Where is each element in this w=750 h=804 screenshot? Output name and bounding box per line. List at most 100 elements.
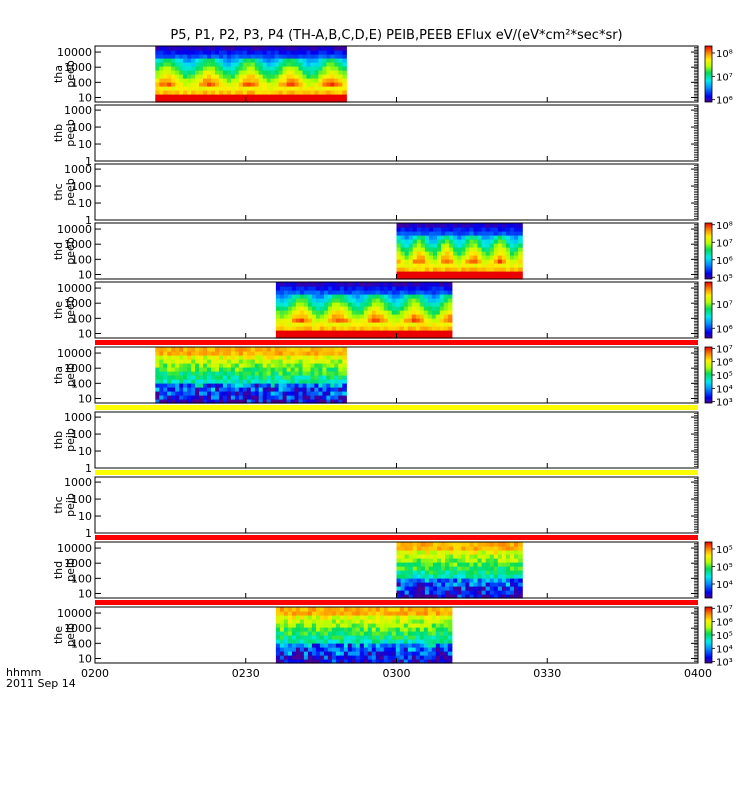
colorbar-the-peib: 10⁷ 10⁶ 10⁵ 10⁴ 10³ [704,604,733,669]
panel-label-product: peeb [64,60,77,88]
y-tick-label: 100 [71,493,92,506]
colorbar-label: 10⁷ [716,344,733,355]
y-tick-label: 1000 [64,104,92,117]
y-tick-label: 100 [71,377,92,390]
y-tick-label: 10000 [57,223,92,236]
colorbar-label: 10⁴ [716,580,733,591]
panel-frame [94,411,699,469]
y-tick-label: 10000 [57,607,92,620]
panel-label-probe: thb [52,124,65,142]
chart-title: P5, P1, P2, P3, P4 (TH-A,B,C,D,E) PEIB,P… [170,28,623,43]
colorbar-label: 10³ [716,398,733,409]
spectrogram-the-peeb [275,282,453,339]
separator-band [95,535,698,540]
y-tick-label: 100 [71,180,92,193]
y-tick-label: 1000 [64,238,92,251]
panel-thb-peib: 1 10 100 1000 thb peib [52,411,699,475]
panel-label-product: peeb [64,178,77,206]
panel-thd-peib: 10 100 1000 10000 thd peib 10⁵ 10⁵ 10⁴ [52,541,733,600]
panel-label-product: peib [64,363,77,387]
y-tick-label: 100 [71,428,92,441]
y-tick-label: 10000 [57,46,92,59]
panel-label-probe: thb [52,431,65,449]
colorbar-label: 10⁶ [716,618,733,629]
panel-label-product: peeb [64,237,77,265]
colorbar-label: 10⁵ [716,563,733,574]
y-tick-label: 1 [85,462,92,475]
y-tick-label: 1000 [64,362,92,375]
y-tick-label: 100 [71,76,92,89]
panel-label-product: peeb [64,119,77,147]
panel-label-probe: the [52,301,65,319]
panel-label-product: peib [64,558,77,582]
y-tick-label: 1000 [64,557,92,570]
x-tick-label: 0400 [684,667,712,680]
colorbar-label: 10⁴ [716,644,733,655]
panel-tha-peeb: 10 100 1000 10000 tha peeb 10⁸ 10⁷ 10⁶ [52,45,733,107]
x-axis-label: hhmm [6,666,41,679]
spectrogram-tha-peeb [155,46,347,103]
panel-label-probe: thc [52,496,65,513]
y-tick-label: 1 [85,214,92,227]
y-tick-label: 10 [78,138,92,151]
y-tick-label: 10000 [57,542,92,555]
spectrogram-the-peib [275,607,453,664]
panel-tha-peib: 10 100 1000 10000 tha peib 10⁷ 10⁶ 10⁵ 10⁴ 10³ [52,344,733,408]
colorbar-thd-peeb: 10⁸ 10⁷ 10⁶ 10⁵ [704,221,733,284]
x-tick-label: 0330 [533,667,561,680]
y-tick-label: 100 [71,637,92,650]
colorbar-label: 10⁵ [716,273,733,284]
colorbar-label: 10⁶ [716,256,733,267]
y-tick-label: 1000 [64,622,92,635]
x-tick-label: 0300 [383,667,411,680]
y-tick-label: 10 [78,392,92,405]
panel-thc-peeb: 1 10 100 1000 thc peeb [52,163,699,227]
y-tick-label: 10 [78,510,92,523]
panel-the-peib: 10 100 1000 10000 the peib 10⁷ 10⁶ 10⁵ 10⁴ 10³ [52,604,733,668]
colorbar-tha-peib: 10⁷ 10⁶ 10⁵ 10⁴ 10³ [704,344,733,409]
panel-label-probe: thd [52,242,65,260]
y-tick-label: 1000 [64,297,92,310]
colorbar-label: 10⁷ [716,238,733,249]
separator-band [95,470,698,475]
y-tick-label: 10000 [57,282,92,295]
panel-thd-peeb: 10 100 1000 10000 thd peeb 10⁸ 10⁷ 10⁶ 10⁵ [52,221,733,285]
panel-label-product: peeb [64,296,77,324]
y-tick-label: 1000 [64,476,92,489]
separator-band [95,340,698,345]
panel-label-product: peib [64,428,77,452]
spectrogram-thd-peib [396,542,523,599]
y-tick-label: 1000 [64,411,92,424]
panel-label-probe: tha [52,366,65,384]
y-tick-label: 10 [78,197,92,210]
colorbar-label: 10⁸ [716,49,733,60]
colorbar-label: 10⁷ [716,300,733,311]
colorbar-label: 10⁷ [716,604,733,615]
colorbar-the-peeb: 10⁷ 10⁶ [704,281,733,339]
y-tick-label: 10 [78,91,92,104]
panel-frame [94,163,699,221]
y-tick-label: 100 [71,121,92,134]
colorbar-label: 10⁶ [716,324,733,335]
y-tick-label: 1000 [64,61,92,74]
panel-label-probe: thc [52,183,65,200]
colorbar-label: 10⁴ [716,384,733,395]
panel-label-product: peib [64,623,77,647]
colorbar-label: 10⁵ [716,371,733,382]
y-tick-label: 10 [78,445,92,458]
panel-the-peeb: 10 100 1000 10000 the peeb 10⁷ 10⁶ [52,281,733,340]
y-tick-label: 100 [71,253,92,266]
y-tick-label: 10 [78,268,92,281]
separator-band [95,405,698,410]
panel-label-product: peib [64,493,77,517]
colorbar-label: 10³ [716,658,733,669]
panel-thc-peib: 1 10 100 1000 thc peib [52,476,699,540]
panel-frame [94,104,699,162]
y-tick-label: 1 [85,155,92,168]
separator-band [95,600,698,605]
spectrogram-tha-peib [155,347,347,404]
panel-frame [94,476,699,534]
y-tick-label: 10000 [57,347,92,360]
